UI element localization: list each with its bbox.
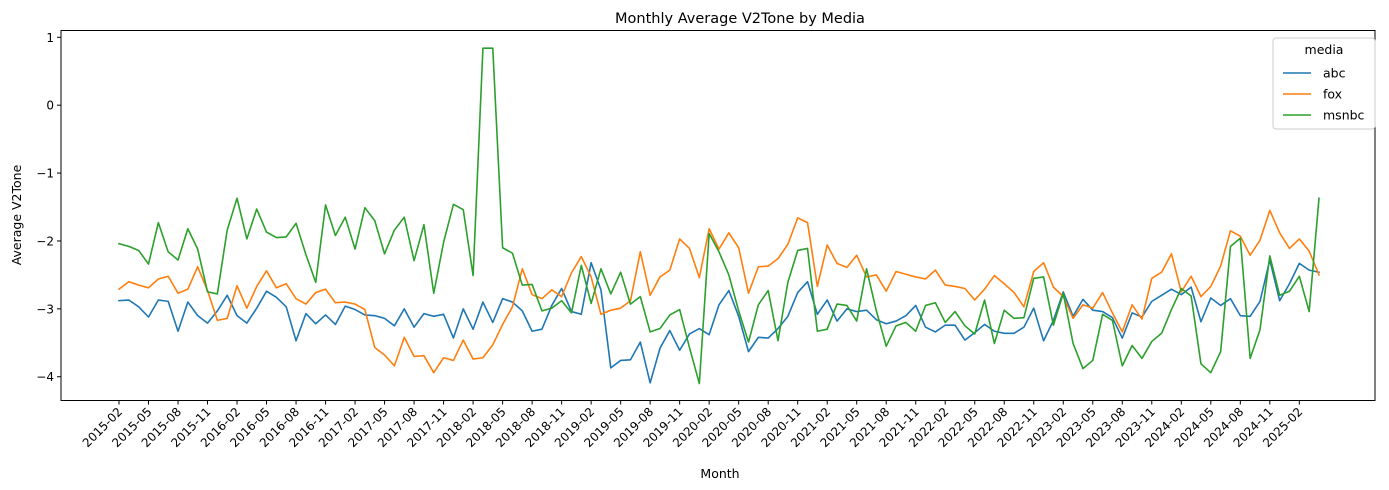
series-group bbox=[117, 47, 1321, 385]
y-tick-label: 1 bbox=[46, 31, 54, 45]
y-tick-label: −4 bbox=[36, 370, 54, 384]
legend-box bbox=[1272, 37, 1376, 130]
legend-label-fox: fox bbox=[1323, 87, 1342, 102]
y-axis-label: Average V2Tone bbox=[9, 164, 24, 265]
series-line-msnbc bbox=[118, 47, 1320, 385]
x-axis: 2015-022015-052015-082015-112016-022016-… bbox=[80, 400, 1305, 450]
series-line-abc bbox=[118, 259, 1320, 384]
legend-label-msnbc: msnbc bbox=[1323, 108, 1365, 123]
x-axis-label: Month bbox=[700, 466, 739, 481]
legend: media abc fox msnbc bbox=[1272, 37, 1376, 130]
legend-entries: abc fox msnbc bbox=[1283, 66, 1365, 123]
y-tick-label: −3 bbox=[36, 302, 54, 316]
chart-title: Monthly Average V2Tone by Media bbox=[615, 11, 865, 27]
series-line-fox bbox=[117, 209, 1321, 374]
legend-label-abc: abc bbox=[1323, 66, 1346, 81]
legend-title: media bbox=[1305, 42, 1344, 57]
plot-frame bbox=[60, 30, 1376, 401]
y-tick-label: 0 bbox=[46, 99, 54, 113]
y-tick-label: −2 bbox=[36, 234, 54, 248]
y-tick-label: −1 bbox=[36, 167, 54, 181]
y-axis: 1 0 −1 −2 −3 −4 bbox=[36, 31, 61, 384]
